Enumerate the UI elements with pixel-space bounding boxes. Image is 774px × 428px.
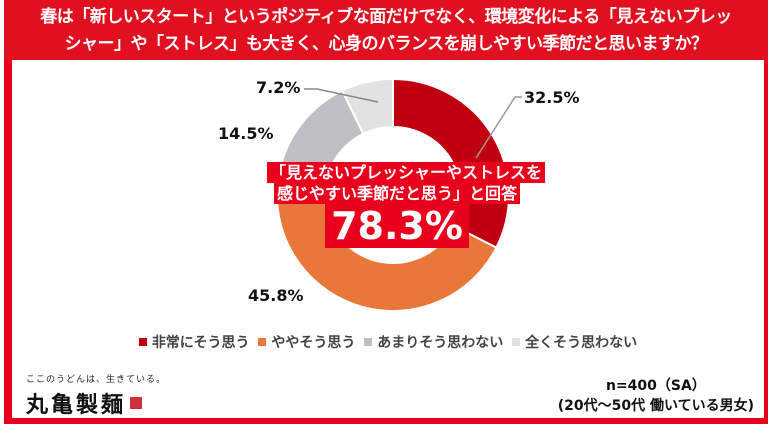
legend-item-somewhat: ややそう思う: [258, 332, 355, 352]
label-not-much: 14.5%: [218, 124, 274, 143]
sample-size: n=400（SA）: [605, 378, 706, 394]
brand-tagline: ここのうどんは、生きている。: [26, 375, 167, 385]
legend-swatch-very: [138, 338, 147, 346]
sample-demographic: (20代～50代 働いている男女): [557, 398, 754, 414]
brand-seal-icon: [130, 397, 143, 409]
question-line-2: シャー」や「ストレス」も大きく、心身のバランスを崩しやすい季節だと思いますか？: [64, 34, 709, 54]
label-somewhat: 45.8%: [248, 286, 304, 305]
legend-swatch-not-at-all: [512, 338, 521, 346]
label-not-at-all: 7.2%: [256, 78, 301, 97]
legend-label: あまりそう思わない: [377, 335, 504, 351]
leader-line-very: [475, 96, 522, 159]
legend-label: ややそう思う: [271, 335, 356, 351]
summary-callout: 「見えないプレッシャーやストレスを 感じやすい季節だと思う」と回答 78.3%: [267, 162, 546, 248]
legend-item-very: 非常にそう思う: [138, 332, 250, 352]
slice-very: [392, 77, 510, 250]
callout-line-2: 感じやすい季節だと思う」と回答: [273, 183, 520, 204]
legend-label: 非常にそう思う: [151, 335, 250, 351]
chart-legend: 非常にそう思う ややそう思う あまりそう思わない 全くそう思わない: [12, 332, 764, 352]
chart-panel: 32.5% 7.2% 14.5% 45.8% 「見えないプレッシャーやストレスを…: [12, 60, 764, 418]
brand-logo: ここのうどんは、生きている。 丸亀製麺: [26, 372, 166, 419]
legend-item-not-at-all: 全くそう思わない: [512, 332, 637, 352]
legend-item-not-much: あまりそう思わない: [364, 332, 503, 352]
legend-swatch-not-much: [364, 338, 373, 346]
slice-not-at-all: [340, 77, 394, 136]
label-very: 32.5%: [524, 88, 580, 107]
leader-line-not-at-all: [304, 88, 379, 103]
callout-line-1: 「見えないプレッシャーやストレスを: [267, 162, 546, 183]
question-header: 春は「新しいスタート」というポジティブな面だけでなく、環境変化による「見えないプ…: [4, 0, 768, 60]
chart-frame: 春は「新しいスタート」というポジティブな面だけでなく、環境変化による「見えないプ…: [4, 0, 768, 424]
donut-slices: [276, 77, 510, 312]
question-line-1: 春は「新しいスタート」というポジティブな面だけでなく、環境変化による「見えないプ…: [40, 7, 732, 27]
brand-name: 丸亀製麺: [26, 392, 127, 418]
sample-note: n=400（SA） (20代～50代 働いている男女): [558, 376, 754, 416]
callout-value: 78.3%: [325, 204, 469, 248]
donut-chart: [276, 77, 522, 312]
legend-swatch-somewhat: [258, 338, 267, 346]
brand-name-wrap: 丸亀製麺: [26, 387, 166, 419]
legend-label: 全くそう思わない: [525, 335, 638, 351]
